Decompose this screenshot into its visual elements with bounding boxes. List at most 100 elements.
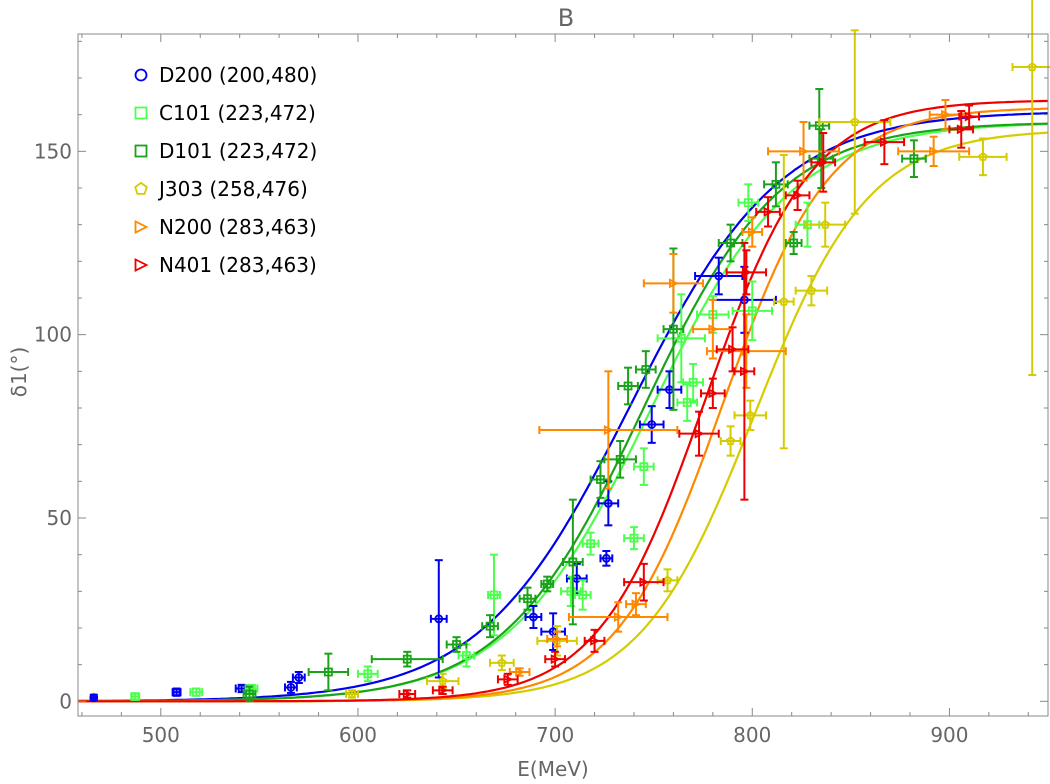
point-marker [806, 285, 817, 295]
point-marker [529, 612, 538, 622]
point-marker [747, 306, 757, 316]
point-marker [850, 117, 860, 126]
point-marker [347, 688, 357, 698]
data-point [772, 154, 795, 450]
data-point [897, 135, 971, 167]
data-point [676, 383, 699, 422]
point-marker [596, 475, 605, 484]
data-point [958, 104, 980, 129]
data-point [489, 654, 515, 672]
point-marker [323, 667, 333, 677]
point-marker [708, 388, 719, 399]
point-marker [978, 151, 988, 161]
point-marker [497, 657, 507, 667]
legend-label: N401 (283,463) [159, 253, 317, 277]
point-marker [452, 640, 461, 649]
point-marker [728, 344, 739, 355]
data-point [524, 605, 543, 629]
point-marker [523, 594, 532, 604]
legend-marker [134, 220, 149, 234]
point-marker [818, 157, 829, 168]
data-point [715, 326, 750, 373]
legend-marker [134, 258, 149, 272]
data-point [617, 366, 639, 406]
data-point [719, 425, 742, 457]
point-marker [172, 687, 181, 697]
chart-title: B [558, 4, 574, 32]
x-tick-label: 600 [339, 723, 377, 747]
data-point [307, 652, 350, 692]
x-axis: 500 600 700 800 900 [81, 34, 1029, 747]
point-marker [438, 685, 449, 696]
data-point [863, 119, 906, 166]
data-point [189, 687, 204, 697]
data-point [656, 370, 683, 409]
point-marker [741, 267, 752, 278]
data-point [89, 693, 99, 703]
point-marker [615, 454, 625, 464]
point-marker [603, 425, 614, 435]
point-marker [1027, 61, 1037, 71]
legend-marker [134, 68, 148, 82]
point-marker [586, 539, 596, 549]
point-marker [779, 296, 789, 306]
point-marker [941, 109, 951, 120]
point-marker [739, 366, 750, 377]
y-tick-label: 100 [34, 323, 72, 347]
data-point [694, 256, 744, 296]
data-point [370, 650, 444, 668]
y-tick-label: 150 [34, 139, 72, 163]
fit-curve [77, 112, 1049, 703]
point-marker [669, 278, 679, 289]
point-marker [639, 462, 649, 472]
point-marker [89, 693, 99, 703]
data-point [345, 688, 359, 699]
legend-label: C101 (223,472) [159, 101, 316, 125]
data-point [567, 601, 669, 633]
data-point [741, 216, 764, 248]
point-marker [402, 654, 412, 664]
data-point [623, 562, 665, 602]
legend-label: D101 (223,472) [159, 139, 317, 163]
legend-marker [134, 106, 148, 120]
data-point [810, 132, 837, 193]
x-axis-label: E(MeV) [517, 757, 588, 781]
point-marker [631, 599, 642, 610]
y-axis: 0 50 100 150 [34, 40, 1048, 713]
point-marker [542, 579, 552, 589]
point-marker [485, 621, 495, 631]
point-marker [503, 674, 514, 685]
point-marker [747, 227, 758, 237]
point-marker [708, 324, 719, 335]
data-point [171, 687, 182, 697]
point-marker [461, 651, 471, 660]
data-point [573, 579, 592, 611]
data-point [818, 29, 892, 215]
point-marker [294, 673, 304, 682]
data-point [583, 628, 606, 653]
legend-item: D200 (200,480) [134, 63, 317, 87]
point-marker [515, 667, 526, 677]
point-marker [745, 410, 756, 420]
point-marker [743, 198, 753, 208]
point-marker [909, 154, 919, 164]
data-point [731, 280, 773, 342]
point-marker [130, 692, 140, 701]
data-point [804, 201, 846, 248]
point-marker [191, 687, 201, 697]
point-marker [629, 533, 639, 543]
legend-marker [134, 144, 148, 158]
x-tick-label: 900 [930, 723, 968, 747]
data-point [784, 179, 811, 211]
point-marker [956, 124, 967, 135]
data-point [784, 231, 803, 255]
data-point [562, 498, 584, 626]
x-tick-label: 500 [142, 723, 180, 747]
legend-label: J303 (258,476) [157, 177, 308, 201]
data-point [638, 405, 665, 444]
data-point [725, 249, 768, 296]
legend-item: C101 (223,472) [134, 101, 316, 125]
data-point [634, 350, 657, 389]
point-marker [647, 420, 657, 429]
